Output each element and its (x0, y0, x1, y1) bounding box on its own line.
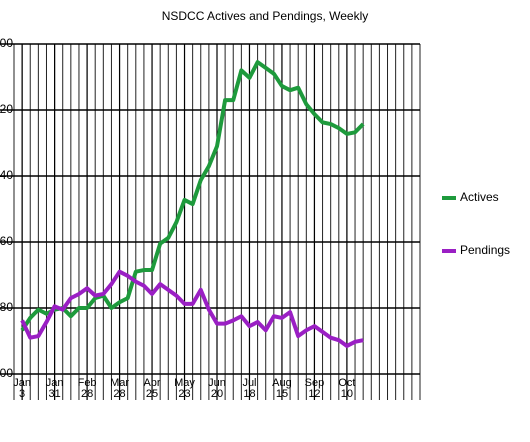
y-tick-label: 40 (0, 168, 13, 182)
x-tick-label: Mar 28 (110, 377, 130, 400)
legend-label: Pendings (460, 243, 510, 257)
x-tick-label: Apr 25 (143, 377, 161, 400)
series-line (20, 60, 365, 332)
x-tick-label: Jan 31 (45, 377, 64, 400)
y-tick-label: 80 (0, 300, 13, 314)
y-tick-label: 60 (0, 234, 13, 248)
x-tick-label: Jul 18 (242, 377, 257, 400)
series-line (20, 269, 364, 348)
x-tick-label: Jan 3 (13, 377, 31, 400)
chart-title: NSDCC Actives and Pendings, Weekly (162, 9, 369, 23)
legend-label: Actives (460, 190, 499, 204)
y-tick-label: 00 (0, 366, 13, 380)
x-tick-label: Jun 20 (208, 377, 226, 400)
y-tick-label: 00 (0, 36, 13, 50)
x-tick-label: Oct 10 (338, 377, 356, 400)
x-tick-label: Sep 12 (304, 377, 325, 400)
x-tick-label: Feb 28 (77, 377, 97, 400)
y-tick-label: 20 (0, 102, 13, 116)
x-tick-label: May 23 (174, 377, 195, 400)
x-tick-label: Aug 15 (272, 377, 292, 400)
